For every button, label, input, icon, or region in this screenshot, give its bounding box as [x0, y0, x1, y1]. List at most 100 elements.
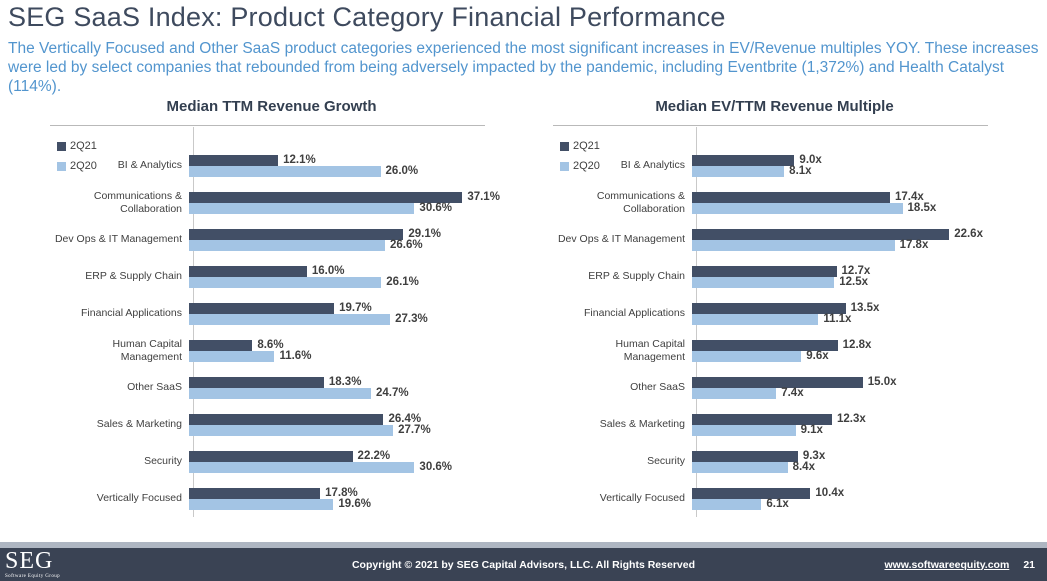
bar-2q20-value-label: 9.6x: [806, 349, 829, 362]
table-row: Other SaaS 15.0x 7.4x: [553, 369, 996, 406]
bar-2q21-value-label: 16.0%: [311, 264, 345, 277]
chart-median-ttm-revenue-growth: Median TTM Revenue Growth 2Q21 2Q20 BI & …: [50, 90, 500, 530]
category-label: Security: [647, 455, 685, 468]
category-bars: 13.5x 11.1x: [691, 295, 996, 332]
bar-2q21: [189, 302, 335, 314]
table-row: BI & Analytics 9.0x 8.1x: [553, 147, 996, 184]
bar-2q21: [692, 228, 950, 240]
bar-2q21-value-label: 26.4%: [388, 412, 422, 425]
bar-2q21-value-label: 19.7%: [339, 301, 372, 314]
bar-2q21-value-label: 13.5x: [850, 301, 880, 314]
table-row: Vertically Focused 17.8% 19.6%: [50, 480, 493, 517]
table-row: BI & Analytics 12.1% 26.0%: [50, 147, 493, 184]
bar-2q21-value-label: 12.7x: [841, 264, 871, 277]
bar-2q21: [692, 154, 795, 166]
bar-2q20: [189, 313, 391, 325]
bar-2q20: [692, 165, 785, 177]
table-row: Sales & Marketing 12.3x 9.1x: [553, 406, 996, 443]
bar-2q21: [189, 265, 307, 277]
bar-2q21: [692, 191, 891, 203]
category-label: Human Capital Management: [615, 338, 685, 363]
category-label: Other SaaS: [630, 381, 685, 394]
bar-2q20-value-label: 7.4x: [781, 386, 804, 399]
bar-2q20-value-label: 8.1x: [789, 164, 812, 177]
bar-2q21-value-label: 22.2%: [357, 449, 391, 462]
category-label: Financial Applications: [81, 307, 182, 320]
seg-logo-subtext: Software Equity Group: [5, 574, 61, 579]
legend-swatch-icon: [57, 141, 66, 151]
category-label: Sales & Marketing: [96, 418, 182, 431]
page-title: SEG SaaS Index: Product Category Financi…: [8, 2, 726, 32]
bar-2q20: [692, 424, 796, 436]
legend-label: 2Q21: [573, 140, 600, 152]
bar-2q21-value-label: 22.6x: [954, 227, 983, 240]
seg-logo: SEG Software Equity Group: [5, 548, 60, 579]
category-bars: 18.3% 24.7%: [188, 369, 493, 406]
website-link[interactable]: www.softwareequity.com: [884, 558, 1010, 571]
legend-label: 2Q21: [70, 140, 97, 152]
bar-2q20-value-label: 12.5x: [839, 275, 869, 288]
bar-2q21-value-label: 12.3x: [836, 412, 866, 425]
legend-label: 2Q20: [70, 160, 97, 172]
category-label: ERP & Supply Chain: [588, 270, 685, 283]
slide-header: SEG SaaS Index: Product Category Financi…: [8, 2, 1040, 97]
bar-2q20-value-label: 6.1x: [766, 497, 789, 510]
table-row: Financial Applications 13.5x 11.1x: [553, 295, 996, 332]
bar-2q20-value-label: 18.5x: [907, 201, 937, 214]
legend-swatch-icon: [560, 141, 569, 151]
category-label: Sales & Marketing: [599, 418, 685, 431]
category-label: Human Capital Management: [112, 338, 182, 363]
chart-title: Median EV/TTM Revenue Multiple: [655, 98, 894, 115]
category-bars: 22.6x 17.8x: [691, 221, 996, 258]
chart-title: Median TTM Revenue Growth: [166, 98, 377, 115]
category-label: Vertically Focused: [599, 492, 685, 505]
table-row: Dev Ops & IT Management 22.6x 17.8x: [553, 221, 996, 258]
category-bars: 19.7% 27.3%: [188, 295, 493, 332]
chart-plot: 2Q21 2Q20 BI & Analytics 12.1% 26.0% Communi…: [50, 127, 500, 530]
bar-2q21: [692, 302, 846, 314]
legend-swatch-icon: [560, 161, 569, 171]
category-bars: 15.0x 7.4x: [691, 369, 996, 406]
category-bars: 12.8x 9.6x: [691, 332, 996, 369]
bar-2q21: [189, 413, 384, 425]
bar-2q20-value-label: 24.7%: [375, 386, 409, 399]
category-label: Financial Applications: [584, 307, 685, 320]
bar-2q20-value-label: 26.6%: [389, 238, 423, 251]
bar-2q20: [189, 276, 382, 288]
bar-2q21-value-label: 9.3x: [802, 449, 826, 462]
page-number: 21: [1023, 558, 1035, 571]
category-label: Communications & Collaboration: [596, 190, 685, 215]
bar-2q21-value-label: 17.4x: [895, 190, 924, 203]
table-row: Vertically Focused 10.4x 6.1x: [553, 480, 996, 517]
category-bars: 8.6% 11.6%: [188, 332, 493, 369]
bar-2q20-value-label: 9.1x: [800, 423, 823, 436]
bar-2q20-value-label: 27.7%: [398, 423, 431, 436]
bar-2q21: [189, 450, 353, 462]
bar-2q21-value-label: 18.3%: [328, 375, 362, 388]
bar-2q20-value-label: 30.6%: [419, 460, 453, 473]
category-bars: 29.1% 26.6%: [188, 221, 493, 258]
category-label: Communications & Collaboration: [93, 190, 182, 215]
chart-legend: 2Q21 2Q20: [560, 140, 600, 180]
bar-2q21-value-label: 9.0x: [799, 153, 822, 166]
chart-rows: BI & Analytics 12.1% 26.0% Communications &…: [50, 147, 500, 517]
legend-label: 2Q20: [573, 160, 600, 172]
bar-2q21-value-label: 8.6%: [257, 338, 284, 351]
bar-2q20-value-label: 11.6%: [279, 349, 312, 362]
legend-swatch-icon: [57, 161, 66, 171]
bar-2q21-value-label: 29.1%: [408, 227, 441, 240]
category-bars: 17.4x 18.5x: [691, 184, 996, 221]
bar-2q20-value-label: 17.8x: [899, 238, 929, 251]
legend-item-2q21: 2Q21: [57, 140, 97, 152]
bar-2q20: [692, 387, 777, 399]
bar-2q20: [189, 165, 381, 177]
category-label: Other SaaS: [127, 381, 182, 394]
category-bars: 10.4x 6.1x: [691, 480, 996, 517]
category-bars: 9.0x 8.1x: [691, 147, 996, 184]
category-label: ERP & Supply Chain: [85, 270, 182, 283]
category-label: Dev Ops & IT Management: [557, 233, 685, 246]
bar-2q20: [692, 276, 835, 288]
slide-subtitle: The Vertically Focused and Other SaaS pr…: [8, 40, 1039, 96]
category-label: BI & Analytics: [117, 159, 182, 172]
bar-2q20: [692, 239, 895, 251]
